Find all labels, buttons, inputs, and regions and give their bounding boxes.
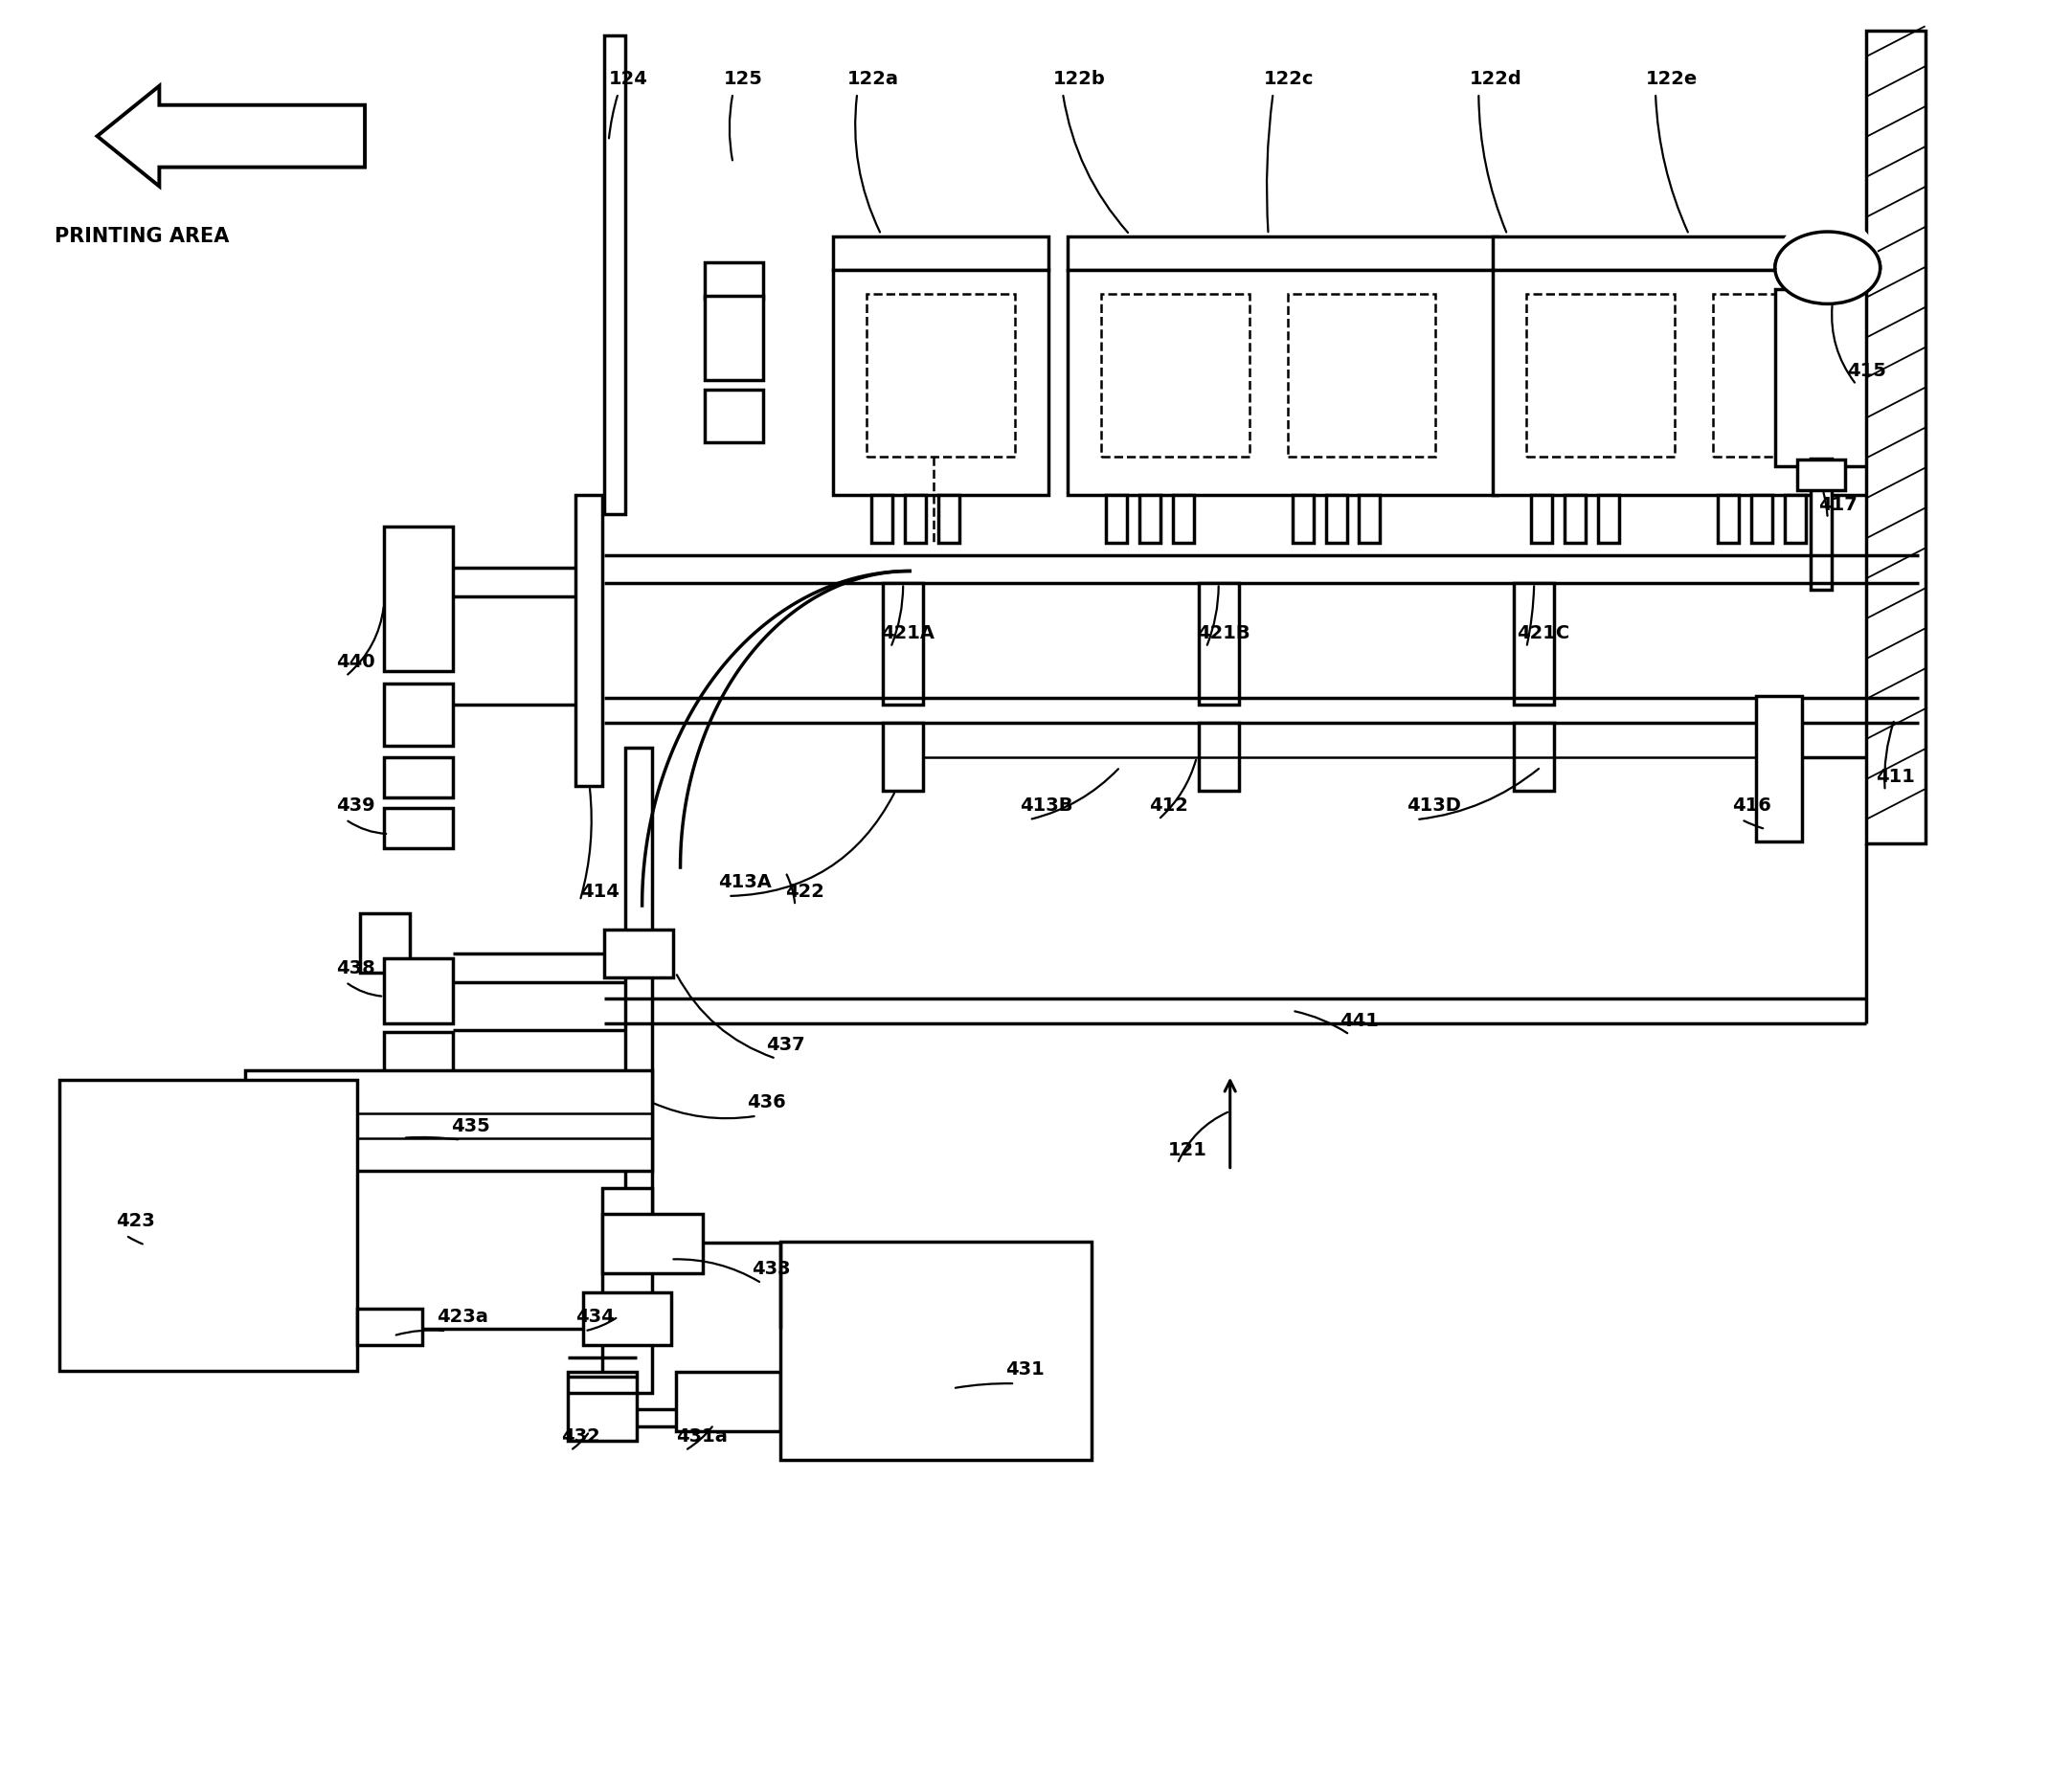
Bar bbox=[1531, 494, 1552, 542]
Bar bbox=[603, 35, 626, 514]
Text: 441: 441 bbox=[1341, 1012, 1380, 1030]
Bar bbox=[58, 1079, 356, 1372]
Bar bbox=[883, 583, 924, 705]
Bar bbox=[1527, 294, 1674, 457]
Bar bbox=[781, 1242, 1092, 1460]
Text: 122d: 122d bbox=[1469, 71, 1521, 89]
Bar bbox=[1515, 723, 1554, 790]
Bar bbox=[1796, 459, 1844, 489]
Text: 435: 435 bbox=[452, 1116, 489, 1136]
Text: 433: 433 bbox=[752, 1260, 792, 1278]
Bar bbox=[603, 930, 673, 978]
Bar bbox=[939, 494, 959, 542]
Bar bbox=[1598, 494, 1618, 542]
Bar bbox=[1784, 494, 1805, 542]
Bar bbox=[1198, 723, 1239, 790]
Bar bbox=[1140, 494, 1160, 542]
Bar bbox=[1067, 269, 1498, 494]
Text: 434: 434 bbox=[576, 1308, 613, 1325]
Text: 431a: 431a bbox=[675, 1428, 727, 1446]
Bar bbox=[872, 494, 893, 542]
Bar bbox=[1718, 494, 1738, 542]
Bar bbox=[1100, 294, 1249, 457]
Text: 415: 415 bbox=[1846, 361, 1886, 379]
Bar bbox=[626, 748, 653, 1246]
Bar bbox=[383, 757, 454, 797]
Text: 437: 437 bbox=[767, 1035, 806, 1054]
Bar bbox=[1755, 696, 1803, 842]
Text: 431: 431 bbox=[1005, 1361, 1044, 1379]
Bar bbox=[1287, 294, 1436, 457]
Bar bbox=[1751, 494, 1772, 542]
Text: 416: 416 bbox=[1732, 797, 1772, 815]
Bar bbox=[383, 959, 454, 1022]
Bar bbox=[704, 390, 762, 441]
Bar bbox=[833, 236, 1048, 269]
Bar bbox=[1067, 236, 1498, 269]
Text: 122c: 122c bbox=[1264, 71, 1314, 89]
Text: 440: 440 bbox=[336, 654, 375, 672]
Bar bbox=[883, 723, 924, 790]
Bar bbox=[1293, 494, 1314, 542]
Bar bbox=[383, 1031, 454, 1084]
Text: 413D: 413D bbox=[1407, 797, 1461, 815]
Bar bbox=[356, 1310, 423, 1345]
Bar bbox=[1494, 269, 1923, 494]
Text: PRINTING AREA: PRINTING AREA bbox=[54, 227, 228, 246]
Text: 124: 124 bbox=[609, 71, 649, 89]
Text: 421B: 421B bbox=[1198, 624, 1249, 643]
Text: 421A: 421A bbox=[881, 624, 934, 643]
Bar bbox=[1776, 289, 1879, 466]
Wedge shape bbox=[1776, 216, 1879, 268]
Text: 414: 414 bbox=[580, 882, 620, 900]
Text: 439: 439 bbox=[336, 797, 375, 815]
Bar bbox=[1106, 494, 1127, 542]
Text: 438: 438 bbox=[336, 959, 375, 978]
Bar bbox=[675, 1372, 781, 1432]
Bar bbox=[383, 808, 454, 849]
Bar bbox=[603, 1214, 702, 1274]
Bar bbox=[704, 296, 762, 379]
Text: 417: 417 bbox=[1817, 496, 1857, 514]
Bar bbox=[244, 1070, 653, 1170]
Text: 423a: 423a bbox=[437, 1308, 489, 1325]
Bar bbox=[361, 913, 410, 973]
Text: 422: 422 bbox=[785, 882, 825, 900]
Text: 436: 436 bbox=[748, 1093, 785, 1111]
Bar bbox=[905, 494, 926, 542]
Text: 413B: 413B bbox=[1019, 797, 1073, 815]
Text: 121: 121 bbox=[1169, 1141, 1208, 1159]
Text: 411: 411 bbox=[1875, 767, 1915, 787]
Text: 125: 125 bbox=[723, 71, 762, 89]
Bar bbox=[1515, 583, 1554, 705]
Text: 413A: 413A bbox=[719, 874, 773, 891]
FancyArrow shape bbox=[97, 85, 365, 186]
Bar bbox=[1714, 294, 1861, 457]
Bar bbox=[1867, 30, 1925, 843]
Bar bbox=[1494, 236, 1923, 269]
Bar bbox=[1198, 583, 1239, 705]
Bar bbox=[383, 684, 454, 746]
Text: 432: 432 bbox=[562, 1428, 601, 1446]
Bar bbox=[704, 262, 762, 299]
Text: 423: 423 bbox=[116, 1212, 155, 1230]
Bar bbox=[833, 269, 1048, 494]
Bar bbox=[576, 494, 603, 787]
Text: 122e: 122e bbox=[1645, 71, 1697, 89]
Text: 421C: 421C bbox=[1517, 624, 1571, 643]
Bar bbox=[603, 1187, 653, 1393]
Bar bbox=[383, 526, 454, 672]
Text: 412: 412 bbox=[1148, 797, 1187, 815]
Bar bbox=[582, 1294, 671, 1345]
Bar bbox=[1326, 494, 1347, 542]
Bar bbox=[1173, 494, 1193, 542]
Ellipse shape bbox=[1776, 232, 1879, 303]
Bar bbox=[1564, 494, 1585, 542]
Bar bbox=[1811, 459, 1832, 590]
Bar bbox=[866, 294, 1015, 457]
Bar bbox=[1359, 494, 1380, 542]
Text: 122a: 122a bbox=[847, 71, 899, 89]
Bar bbox=[568, 1372, 636, 1441]
Text: 122b: 122b bbox=[1053, 71, 1106, 89]
